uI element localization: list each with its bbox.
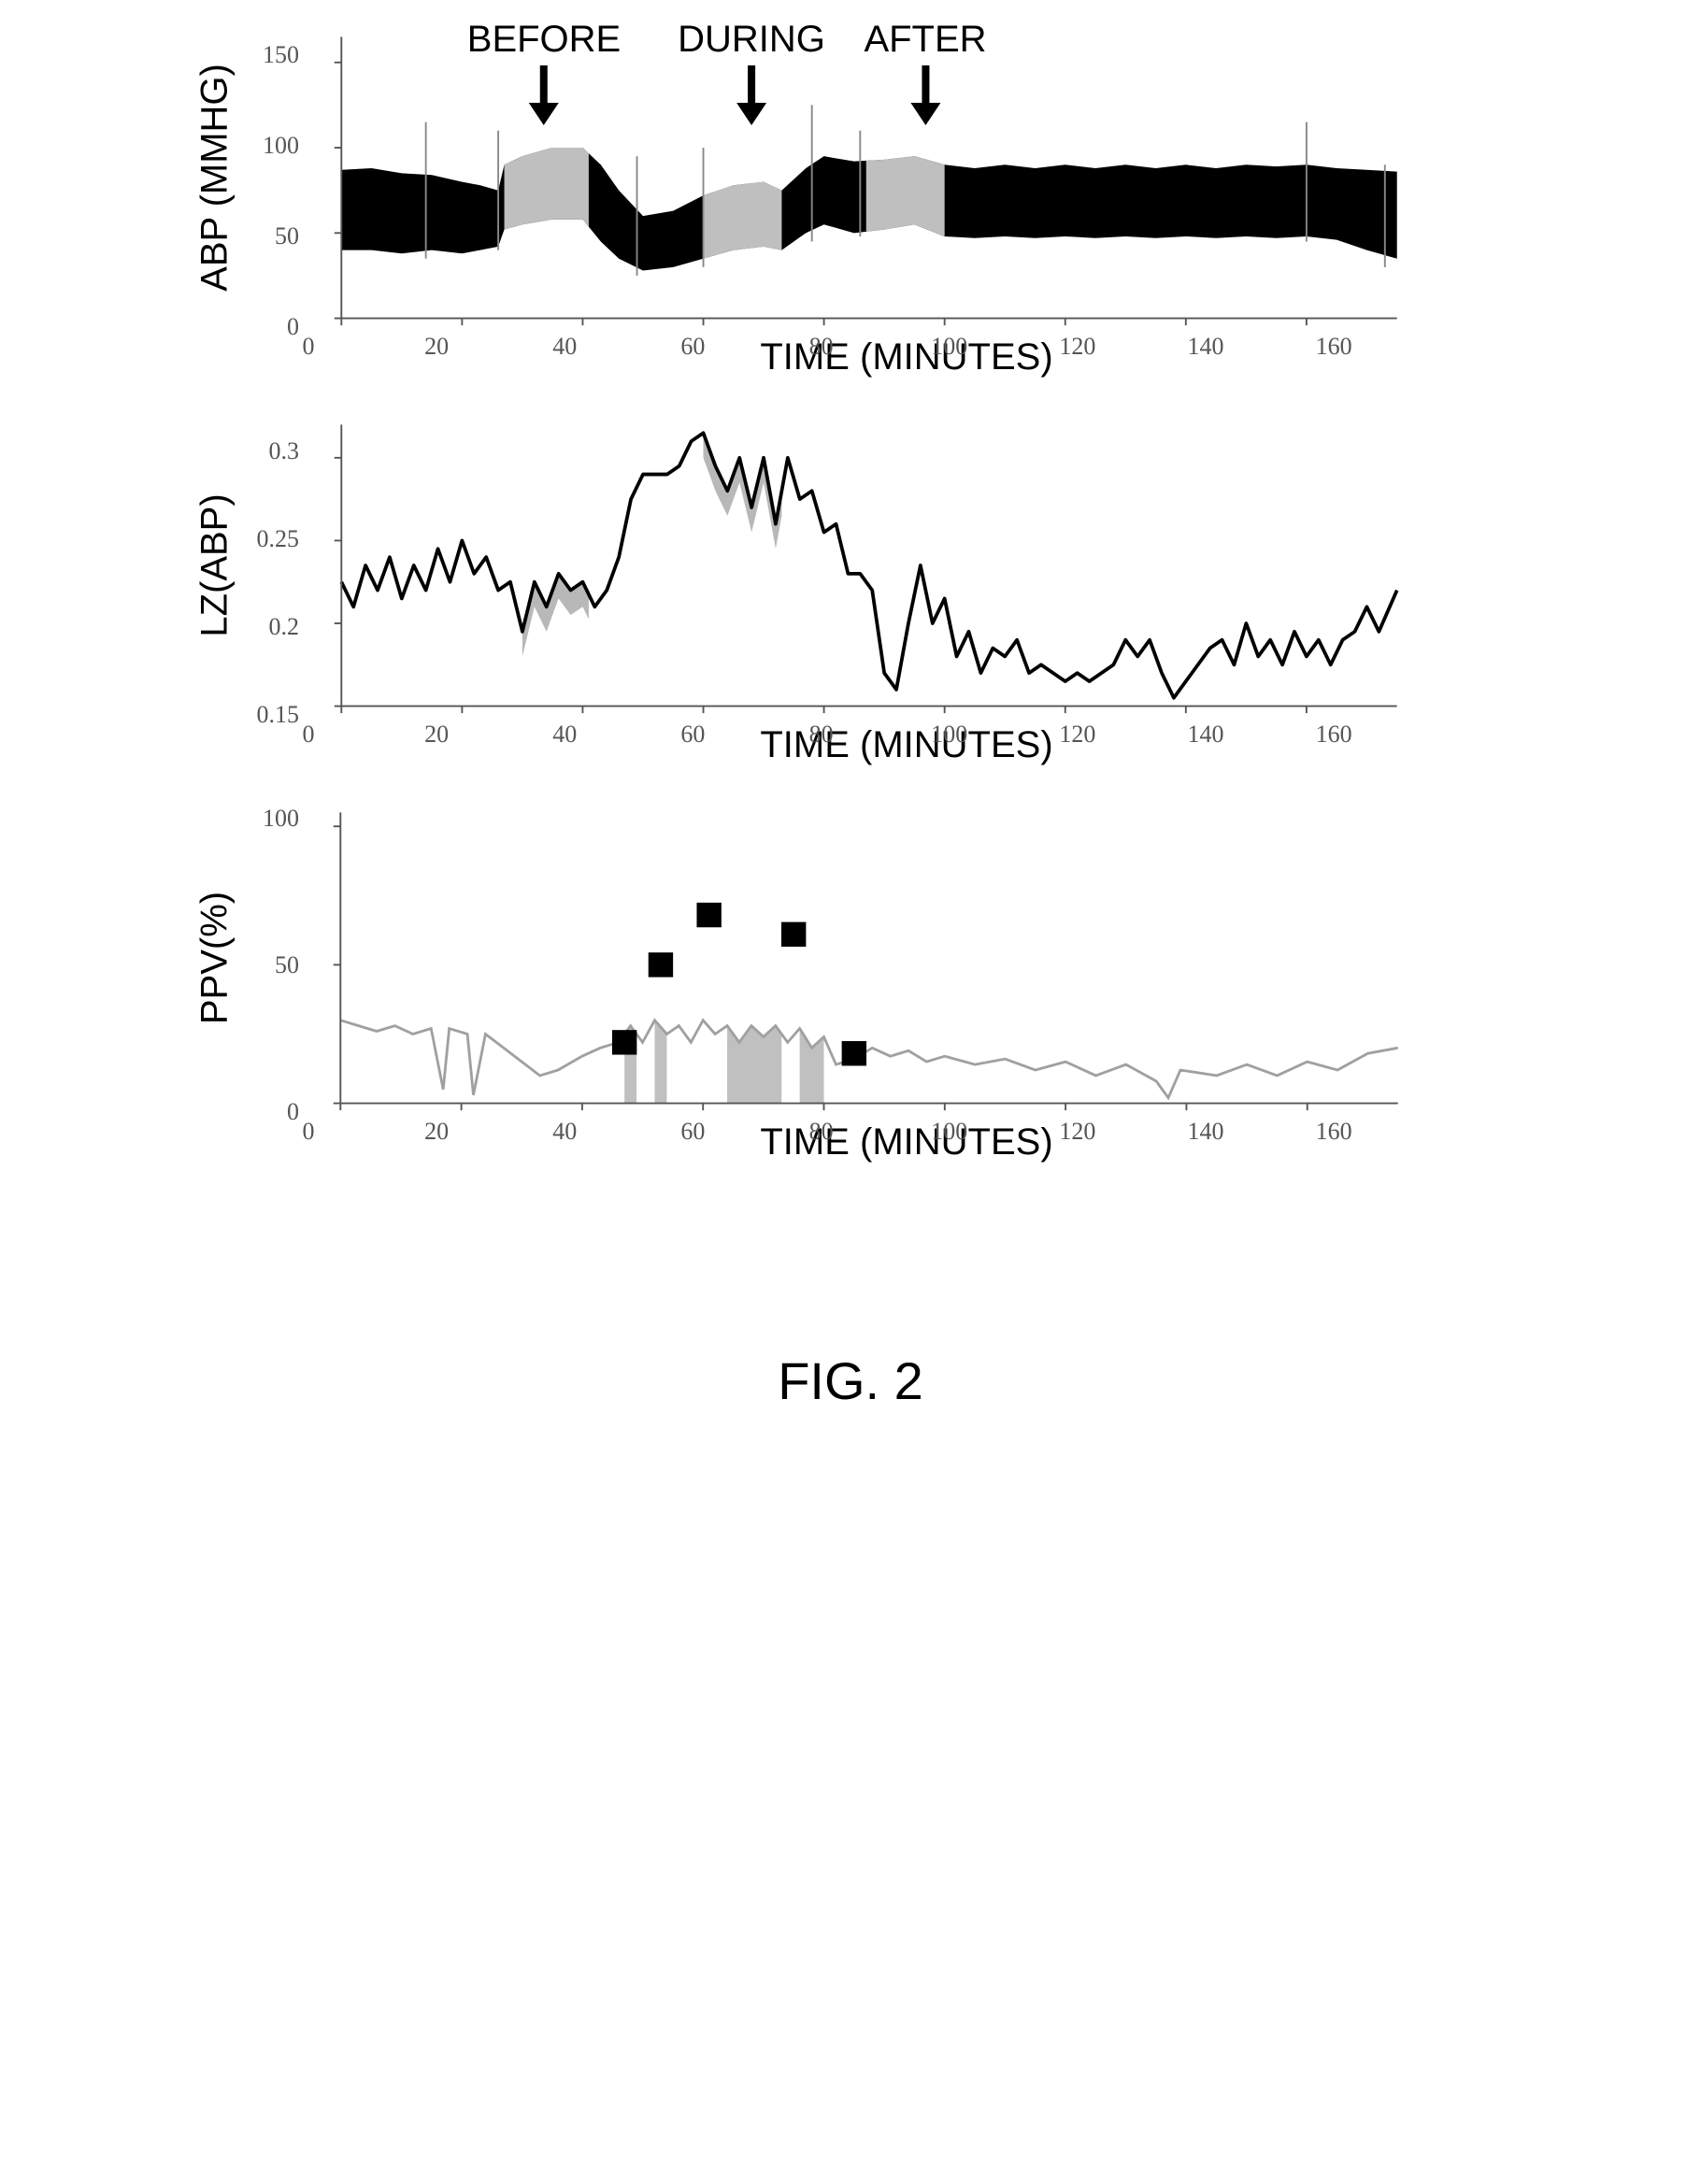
xtick-label: 160 bbox=[1316, 327, 1352, 361]
figure-container: ABP (MMHG) BEFOREDURINGAFTER 02040608010… bbox=[196, 28, 1505, 1411]
ytick-label: 100 bbox=[263, 805, 308, 833]
arrow-down-icon bbox=[678, 65, 825, 125]
annotation-during: DURING bbox=[678, 19, 825, 125]
lz-chart-svg bbox=[308, 416, 1430, 715]
xtick-label: 40 bbox=[552, 327, 577, 361]
ppv-chart-svg bbox=[308, 804, 1430, 1112]
annotation-after: AFTER bbox=[864, 19, 986, 125]
xtick-label: 60 bbox=[680, 715, 705, 749]
xtick-label: 60 bbox=[680, 1112, 705, 1146]
panel-abp: ABP (MMHG) BEFOREDURINGAFTER 02040608010… bbox=[196, 28, 1505, 378]
ytick-label: 0.2 bbox=[269, 613, 309, 641]
xtick-label: 100 bbox=[931, 327, 967, 361]
annotation-label: DURING bbox=[678, 19, 825, 61]
xtick-label: 160 bbox=[1316, 715, 1352, 749]
ytick-label: 0 bbox=[287, 1098, 308, 1126]
xtick-label: 20 bbox=[424, 327, 449, 361]
plot-area-lz: LZ(ABP) 0204060801001201401600.150.20.25… bbox=[308, 416, 1430, 715]
xtick-label: 80 bbox=[809, 1112, 834, 1146]
xtick-label: 40 bbox=[552, 1112, 577, 1146]
ytick-label: 50 bbox=[275, 222, 308, 250]
ytick-label: 100 bbox=[263, 132, 308, 160]
plot-area-abp: ABP (MMHG) BEFOREDURINGAFTER 02040608010… bbox=[308, 28, 1430, 327]
arrow-down-icon bbox=[864, 65, 986, 125]
ylabel-ppv: PPV(%) bbox=[194, 892, 236, 1024]
plot-area-ppv: PPV(%) 020406080100120140160050100 bbox=[308, 804, 1430, 1112]
ylabel-lz: LZ(ABP) bbox=[194, 493, 236, 636]
annotation-label: AFTER bbox=[864, 19, 986, 61]
panel-lz: LZ(ABP) 0204060801001201401600.150.20.25… bbox=[196, 416, 1505, 766]
ylabel-abp: ABP (MMHG) bbox=[194, 64, 236, 292]
xtick-label: 120 bbox=[1059, 715, 1095, 749]
xtick-label: 40 bbox=[552, 715, 577, 749]
annotation-label: BEFORE bbox=[467, 19, 621, 61]
xtick-label: 80 bbox=[809, 715, 834, 749]
xtick-label: 160 bbox=[1316, 1112, 1352, 1146]
xtick-label: 60 bbox=[680, 327, 705, 361]
xtick-label: 120 bbox=[1059, 1112, 1095, 1146]
xtick-label: 20 bbox=[424, 1112, 449, 1146]
ytick-label: 0.3 bbox=[269, 437, 309, 465]
xtick-label: 120 bbox=[1059, 327, 1095, 361]
xtick-label: 140 bbox=[1188, 327, 1224, 361]
ytick-label: 0.15 bbox=[257, 701, 309, 729]
ytick-label: 0 bbox=[287, 313, 308, 341]
annotation-before: BEFORE bbox=[467, 19, 621, 125]
ytick-label: 0.25 bbox=[257, 525, 309, 553]
ytick-label: 150 bbox=[263, 41, 308, 69]
xtick-label: 140 bbox=[1188, 715, 1224, 749]
xtick-label: 80 bbox=[809, 327, 834, 361]
xtick-label: 20 bbox=[424, 715, 449, 749]
xtick-label: 140 bbox=[1188, 1112, 1224, 1146]
xtick-label: 100 bbox=[931, 1112, 967, 1146]
panel-ppv: PPV(%) 020406080100120140160050100 TIME … bbox=[196, 804, 1505, 1163]
xtick-label: 100 bbox=[931, 715, 967, 749]
figure-caption: FIG. 2 bbox=[196, 1350, 1505, 1411]
arrow-down-icon bbox=[467, 65, 621, 125]
ytick-label: 50 bbox=[275, 951, 308, 979]
